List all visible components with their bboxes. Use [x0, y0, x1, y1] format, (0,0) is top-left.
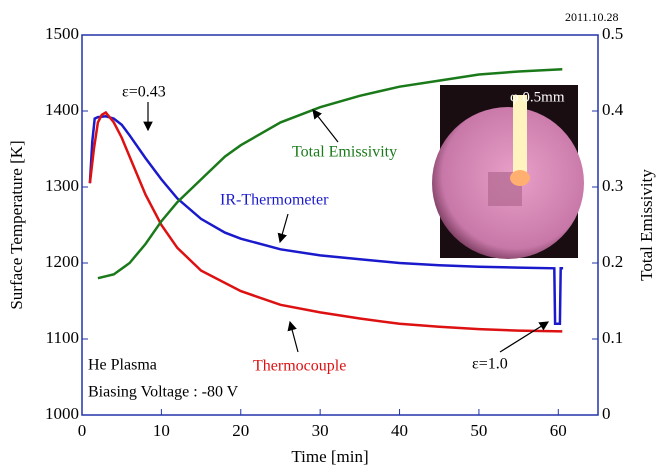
annotation: He Plasma — [88, 357, 157, 374]
y2-tick-label: 0.3 — [602, 176, 623, 195]
y-tick-label: 1000 — [45, 404, 79, 423]
x-tick-label: 30 — [312, 421, 329, 440]
y2-tick-label: 0.2 — [602, 252, 623, 271]
x-tick-label: 10 — [153, 421, 170, 440]
annotation-arrow — [280, 214, 288, 242]
y-tick-label: 1500 — [45, 24, 79, 43]
y-tick-label: 1300 — [45, 176, 79, 195]
y2-tick-label: 0.1 — [602, 328, 623, 347]
x-tick-label: 50 — [470, 421, 487, 440]
annotation: ε=0.43 — [122, 84, 166, 101]
annotation-arrow — [290, 322, 298, 352]
annotation: ε=1.0 — [472, 356, 508, 373]
x-axis-label: Time [min] — [291, 447, 368, 466]
y2-tick-label: 0 — [602, 404, 611, 423]
annotation: 2011.10.28 — [565, 10, 619, 24]
annotation-arrow — [500, 322, 548, 352]
annotation: Biasing Voltage : -80 V — [88, 384, 239, 401]
x-tick-label: 20 — [232, 421, 249, 440]
y2-tick-label: 0.5 — [602, 24, 623, 43]
x-tick-label: 40 — [391, 421, 408, 440]
annotation-arrow — [313, 110, 338, 142]
x-tick-label: 0 — [78, 421, 87, 440]
y-axis-label: Surface Temperature [K] — [7, 140, 26, 309]
annotation: IR-Thermometer — [220, 192, 329, 209]
inset-photo — [432, 85, 584, 259]
y-tick-label: 1400 — [45, 100, 79, 119]
y2-tick-label: 0.4 — [602, 100, 624, 119]
annotation: Total Emissivity — [292, 144, 397, 161]
y2-axis-label: Total Emissivity — [637, 169, 656, 281]
annotation: Thermocouple — [253, 358, 346, 375]
y-tick-label: 1100 — [46, 328, 79, 347]
annotation: φ 0.5mm — [510, 89, 565, 105]
chart: Time [min] Surface Temperature [K] Total… — [0, 0, 659, 469]
y-tick-label: 1200 — [45, 252, 79, 271]
x-tick-label: 60 — [550, 421, 567, 440]
